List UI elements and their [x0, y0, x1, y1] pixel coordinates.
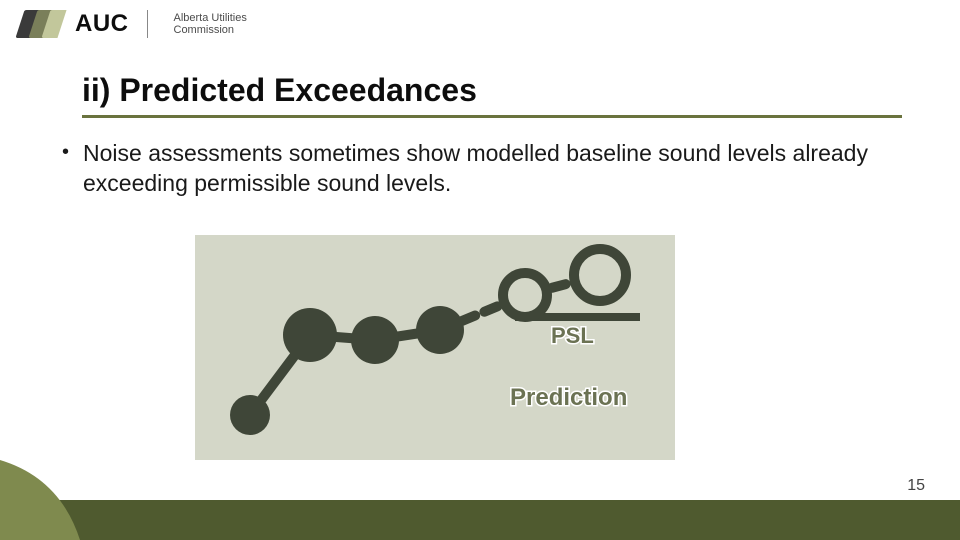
brand-name: Alberta Utilities Commission [174, 12, 247, 36]
slide-root: AUC Alberta Utilities Commission ii) Pre… [0, 0, 960, 540]
brand-logo-text: AUC [75, 10, 129, 38]
brand-logo-bars [20, 10, 59, 38]
exceedance-diagram-svg: PSL Prediction [195, 235, 675, 460]
brand-logo: AUC Alberta Utilities Commission [20, 10, 247, 38]
brand-name-line1: Alberta Utilities [174, 12, 247, 24]
footer-bar [0, 500, 960, 540]
exceedance-diagram: PSL Prediction [195, 235, 675, 460]
slide-title: ii) Predicted Exceedances [82, 72, 902, 118]
bullet-marker: • [62, 138, 69, 166]
bullet-item: • Noise assessments sometimes show model… [62, 138, 902, 198]
svg-text:PSL: PSL [551, 323, 594, 348]
page-number: 15 [907, 477, 925, 495]
footer-wedge-icon [0, 460, 80, 540]
brand-acronym: AUC [75, 10, 129, 38]
svg-text:Prediction: Prediction [510, 384, 627, 411]
bullet-text: Noise assessments sometimes show modelle… [83, 138, 902, 198]
brand-name-line2: Commission [174, 24, 247, 36]
brand-logo-divider [147, 10, 148, 38]
